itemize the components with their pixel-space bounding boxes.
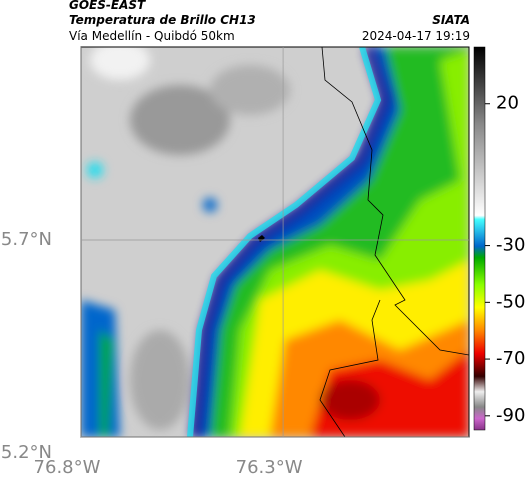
x-tick-label: 76.3°W	[236, 457, 303, 478]
y-tick-label: 5.2°N	[1, 442, 52, 463]
colorbar-tick-label: 20	[496, 93, 519, 114]
x-tick-label: 76.8°W	[34, 457, 101, 478]
colorbar-tick-label: -30	[496, 235, 525, 256]
colorbar-tick-label: -90	[496, 405, 525, 426]
colorbar	[473, 46, 486, 431]
agency: SIATA	[432, 13, 470, 27]
y-tick-label: 5.7°N	[1, 229, 52, 250]
colorbar-tick-label: -70	[496, 348, 525, 369]
product: Temperatura de Brillo CH13	[69, 13, 256, 27]
datetime: 2024-04-17 19:19	[362, 29, 470, 43]
map-image	[81, 47, 469, 437]
colorbar-tick-label: -50	[496, 291, 525, 312]
route: Vía Medellín - Quibdó 50km	[69, 29, 235, 43]
satellite: GOES-EAST	[69, 0, 146, 12]
